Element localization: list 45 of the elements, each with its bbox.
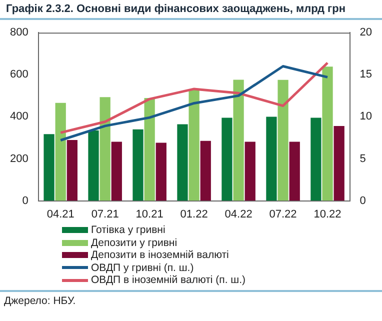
x-tick-label: 10.22 bbox=[314, 208, 342, 220]
bar bbox=[144, 98, 155, 201]
y-tick-label: 600 bbox=[10, 68, 28, 81]
bar bbox=[334, 126, 344, 201]
x-tick-label: 07.22 bbox=[269, 208, 297, 220]
bar bbox=[222, 118, 232, 201]
bar bbox=[233, 80, 244, 201]
legend-label: Готівка у гривні bbox=[91, 224, 166, 236]
bar bbox=[289, 142, 300, 201]
bar bbox=[278, 80, 288, 201]
legend-label: ОВДП в іноземній валюті (п. ш.) bbox=[91, 274, 246, 286]
bar bbox=[244, 142, 256, 201]
x-tick-label: 10.21 bbox=[136, 208, 164, 220]
bar bbox=[322, 66, 333, 201]
y2-tick-label: 0 bbox=[360, 194, 366, 207]
legend-label: Депозити в іноземній валюті bbox=[91, 249, 229, 262]
bar bbox=[156, 142, 166, 201]
x-tick-label: 07.21 bbox=[91, 208, 119, 220]
bar bbox=[200, 140, 211, 201]
chart-title: Графік 2.3.2. Основні види фінансових заощаджень, млрд грн bbox=[0, 0, 382, 20]
bar bbox=[44, 134, 54, 201]
y-tick-label: 200 bbox=[10, 152, 28, 165]
y2-tick-label: 5 bbox=[360, 152, 366, 165]
bar bbox=[100, 97, 110, 201]
y-tick-label: 800 bbox=[10, 26, 28, 39]
bar bbox=[188, 89, 200, 201]
y-tick-label: 0 bbox=[22, 194, 28, 207]
bar bbox=[177, 124, 188, 201]
bar bbox=[266, 116, 277, 201]
y2-tick-label: 10 bbox=[360, 110, 372, 123]
bar bbox=[132, 129, 144, 201]
y-tick-label: 400 bbox=[10, 110, 28, 123]
bar bbox=[310, 118, 322, 201]
x-tick-label: 04.21 bbox=[46, 208, 74, 220]
x-tick-label: 01.22 bbox=[180, 208, 208, 220]
bar bbox=[111, 142, 122, 201]
text: Джерело: НБУ. bbox=[0, 290, 382, 310]
legend-label: ОВДП у гривні (п. ш.) bbox=[91, 262, 194, 274]
bar bbox=[55, 102, 66, 201]
legend-label: Депозити у гривні bbox=[91, 236, 178, 249]
bar bbox=[88, 130, 99, 201]
y2-tick-label: 15 bbox=[360, 68, 372, 81]
bar bbox=[66, 140, 78, 201]
x-tick-label: 04.22 bbox=[224, 208, 252, 220]
y2-tick-label: 20 bbox=[360, 26, 372, 39]
